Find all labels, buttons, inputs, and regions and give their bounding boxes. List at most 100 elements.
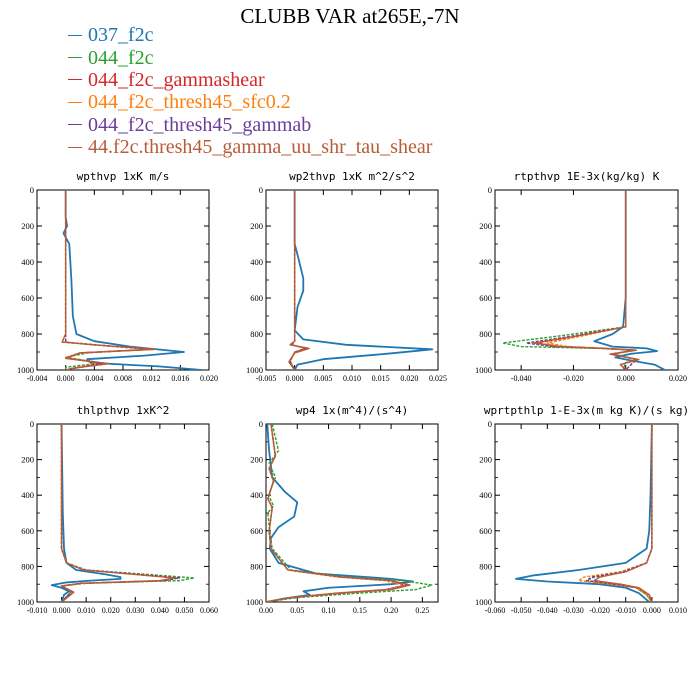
y-tick-label: 200 (21, 455, 34, 465)
x-tick-label: -0.005 (256, 374, 277, 383)
legend-item: 044_f2c_thresh45_gammab (68, 114, 432, 136)
legend-label: 044_f2c (88, 46, 154, 69)
x-tick-label: 0.10 (322, 606, 336, 615)
x-tick-label: 0.05 (290, 606, 304, 615)
series-line (266, 424, 414, 602)
x-tick-label: 0.000 (286, 374, 304, 383)
y-tick-label: 1000 (17, 365, 34, 375)
series-line (525, 190, 637, 370)
y-tick-label: 400 (21, 490, 34, 500)
series-group (266, 424, 433, 602)
legend-swatch (68, 57, 82, 59)
chart-panel: rtpthvp 1E-3x(kg/kg) K 0 200 400 600 800 1000 -… (475, 170, 687, 383)
x-tick-label: 0.005 (314, 374, 332, 383)
x-tick-label: 0.25 (415, 606, 429, 615)
legend-label: 044_f2c_gammashear (88, 68, 265, 91)
x-tick-label: 0.000 (53, 606, 71, 615)
y-tick-label: 800 (479, 561, 492, 571)
x-tick-label: 0.00 (259, 606, 273, 615)
series-line (546, 190, 637, 370)
x-tick-label: 0.015 (372, 374, 390, 383)
legend-swatch (68, 101, 82, 103)
x-tick-label: -0.040 (537, 606, 558, 615)
chart-title: thlpthvp 1xK^2 (77, 404, 170, 417)
y-tick-label: 0 (488, 185, 492, 195)
legend-label: 044_f2c_thresh45_gammab (88, 113, 312, 136)
y-tick-label: 1000 (246, 597, 263, 607)
y-tick-label: 200 (250, 221, 263, 231)
series-group (288, 190, 434, 370)
plot-frame (494, 189, 679, 371)
x-tick-label: 0.050 (175, 606, 193, 615)
y-tick-label: 1000 (475, 597, 492, 607)
x-tick-label: -0.060 (485, 606, 506, 615)
y-tick-label: 200 (479, 221, 492, 231)
chart-panel: wp2thvp 1xK m^2/s^2 0 200 400 600 800 1000-0.0… (246, 170, 447, 383)
series-line (533, 190, 640, 370)
x-tick-label: 0.020 (669, 374, 687, 383)
y-tick-label: 800 (21, 561, 34, 571)
x-tick-label: 0.040 (151, 606, 169, 615)
series-group (515, 424, 653, 602)
x-tick-label: 0.020 (400, 374, 418, 383)
y-tick-label: 600 (250, 526, 263, 536)
x-tick-label: 0.020 (102, 606, 120, 615)
x-tick-label: -0.020 (563, 374, 584, 383)
legend-swatch (68, 34, 82, 36)
series-line (61, 190, 156, 370)
y-tick-label: 200 (21, 221, 34, 231)
legend-swatch (68, 146, 82, 148)
series-line (577, 424, 653, 602)
series-group (61, 190, 202, 370)
chart-panel: wprtpthlp 1-E-3x(m kg K)/(s kg) 0 200 400 60… (475, 404, 689, 615)
series-group (502, 190, 666, 370)
series-line (502, 190, 637, 370)
x-tick-label: 0.010 (343, 374, 361, 383)
y-tick-label: 1000 (475, 365, 492, 375)
x-tick-label: 0.030 (126, 606, 144, 615)
x-tick-label: -0.040 (511, 374, 532, 383)
x-tick-label: 0.000 (57, 374, 75, 383)
x-tick-label: 0.012 (143, 374, 161, 383)
y-tick-label: 1000 (17, 597, 34, 607)
legend-item: 44.f2c.thresh45_gamma_uu_shr_tau_shear (68, 136, 432, 158)
series-line (50, 424, 122, 602)
x-tick-label: 0.004 (85, 374, 103, 383)
chart-title: wprtpthlp 1-E-3x(m kg K)/(s kg) (484, 404, 689, 417)
y-tick-label: 0 (259, 419, 263, 429)
series-line (60, 424, 195, 602)
chart-title: wp2thvp 1xK m^2/s^2 (289, 170, 415, 183)
y-tick-label: 0 (259, 185, 263, 195)
y-tick-label: 400 (250, 257, 263, 267)
y-tick-label: 600 (250, 293, 263, 303)
series-line (60, 424, 176, 602)
chart-panel: thlpthvp 1xK^2 0 200 400 600 800 1000-0.010 0.0… (17, 404, 218, 615)
y-tick-label: 800 (250, 561, 263, 571)
legend-swatch (68, 79, 82, 81)
y-tick-label: 600 (21, 526, 34, 536)
y-tick-label: 200 (479, 455, 492, 465)
series-line (266, 424, 411, 602)
legend-item: 044_f2c (68, 46, 432, 69)
x-tick-label: 0.025 (429, 374, 447, 383)
legend-item: 044_f2c_gammashear (68, 69, 432, 91)
chart-title: rtpthvp 1E-3x(kg/kg) K (514, 170, 660, 183)
legend: 037_f2c 044_f2c 044_f2c_gammashear 044_f2c_… (68, 24, 432, 158)
figure-title: CLUBB VAR at265E,-7N (240, 4, 460, 28)
x-tick-label: -0.010 (27, 606, 48, 615)
x-tick-label: 0.20 (384, 606, 398, 615)
y-tick-label: 1000 (246, 365, 263, 375)
y-tick-label: 400 (479, 257, 492, 267)
series-line (593, 190, 666, 370)
series-line (288, 190, 310, 370)
x-tick-label: 0.010 (77, 606, 95, 615)
y-tick-label: 0 (488, 419, 492, 429)
y-tick-label: 800 (21, 329, 34, 339)
x-tick-label: -0.050 (511, 606, 532, 615)
series-line (266, 424, 433, 602)
chart-title: wpthvp 1xK m/s (77, 170, 170, 183)
series-line (293, 190, 434, 370)
legend-label: 44.f2c.thresh45_gamma_uu_shr_tau_shear (88, 136, 433, 159)
